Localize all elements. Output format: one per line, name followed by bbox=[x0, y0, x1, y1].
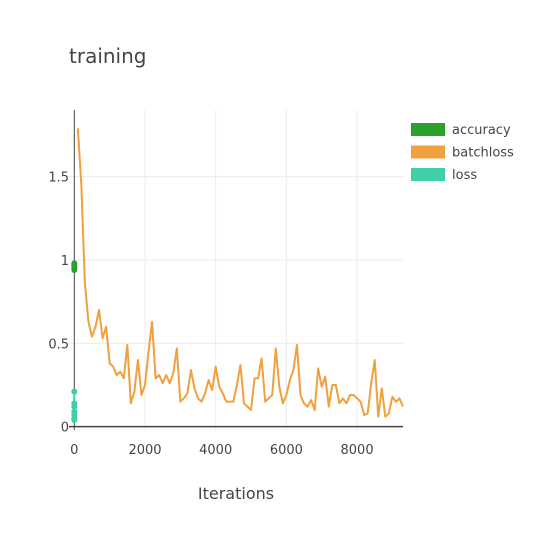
y-tick-label: 1.5 bbox=[48, 171, 69, 186]
y-tick-label: 0.5 bbox=[48, 337, 69, 352]
y-tick-label: 1 bbox=[61, 254, 69, 269]
x-tick-label: 0 bbox=[70, 443, 78, 458]
y-tick-label: 0 bbox=[61, 421, 69, 436]
batchloss-line bbox=[76, 128, 404, 418]
legend-label-batchloss[interactable]: batchloss bbox=[452, 146, 514, 161]
x-tick-label: 6000 bbox=[270, 443, 303, 458]
tick-labels: 0 2000 4000 6000 8000 0 0.5 1 1.5 bbox=[48, 171, 373, 458]
loss-point bbox=[71, 388, 78, 395]
grid bbox=[69, 110, 403, 430]
loss-point bbox=[71, 403, 78, 410]
accuracy-point bbox=[71, 260, 78, 267]
x-tick-label: 8000 bbox=[341, 443, 374, 458]
legend-label-accuracy[interactable]: accuracy bbox=[452, 123, 511, 138]
x-tick-label: 2000 bbox=[128, 443, 161, 458]
chart-title: training bbox=[69, 44, 146, 68]
series-layer bbox=[71, 128, 404, 423]
legend[interactable]: accuracy batchloss loss bbox=[411, 123, 514, 183]
legend-swatch-loss[interactable] bbox=[411, 168, 445, 181]
legend-swatch-batchloss[interactable] bbox=[411, 145, 445, 159]
legend-swatch-accuracy[interactable] bbox=[411, 123, 445, 136]
accuracy-point bbox=[71, 265, 78, 272]
legend-label-loss[interactable]: loss bbox=[452, 168, 477, 183]
axes bbox=[69, 110, 403, 430]
x-axis-title: Iterations bbox=[198, 484, 274, 503]
x-tick-label: 4000 bbox=[199, 443, 232, 458]
loss-point bbox=[71, 417, 78, 423]
